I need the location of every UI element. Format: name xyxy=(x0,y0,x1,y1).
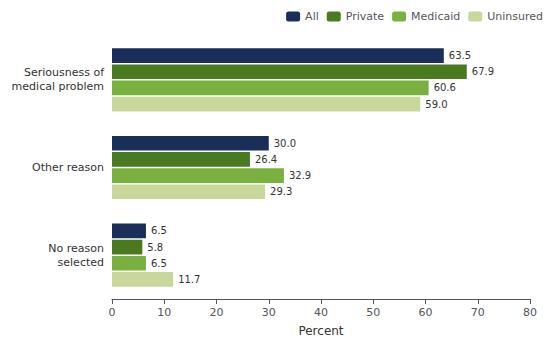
svg-text:67.9: 67.9 xyxy=(472,66,494,77)
svg-text:60: 60 xyxy=(419,306,433,319)
svg-text:32.9: 32.9 xyxy=(289,170,311,181)
svg-text:6.5: 6.5 xyxy=(151,225,167,236)
svg-text:medical problem: medical problem xyxy=(12,80,104,93)
svg-text:70: 70 xyxy=(471,306,485,319)
svg-text:Seriousness of: Seriousness of xyxy=(24,66,105,79)
svg-text:26.4: 26.4 xyxy=(255,154,277,165)
svg-text:10: 10 xyxy=(157,306,171,319)
svg-text:Other reason: Other reason xyxy=(32,161,104,174)
svg-text:63.5: 63.5 xyxy=(449,50,471,61)
svg-text:11.7: 11.7 xyxy=(178,274,200,285)
svg-text:6.5: 6.5 xyxy=(151,258,167,269)
svg-text:29.3: 29.3 xyxy=(270,186,292,197)
svg-text:No reason: No reason xyxy=(48,242,104,255)
svg-text:30: 30 xyxy=(262,306,276,319)
svg-text:60.6: 60.6 xyxy=(434,82,456,93)
svg-text:Uninsured: Uninsured xyxy=(487,10,543,23)
svg-text:Private: Private xyxy=(346,10,385,23)
svg-text:5.8: 5.8 xyxy=(147,242,163,253)
svg-text:50: 50 xyxy=(366,306,380,319)
svg-text:30.0: 30.0 xyxy=(274,138,296,149)
svg-text:Medicaid: Medicaid xyxy=(411,10,460,23)
svg-text:20: 20 xyxy=(210,306,224,319)
svg-text:Percent: Percent xyxy=(298,324,343,338)
svg-text:0: 0 xyxy=(109,306,116,319)
svg-text:40: 40 xyxy=(314,306,328,319)
svg-text:selected: selected xyxy=(58,256,104,269)
svg-text:All: All xyxy=(305,10,319,23)
svg-text:80: 80 xyxy=(523,306,537,319)
svg-text:59.0: 59.0 xyxy=(425,99,447,110)
